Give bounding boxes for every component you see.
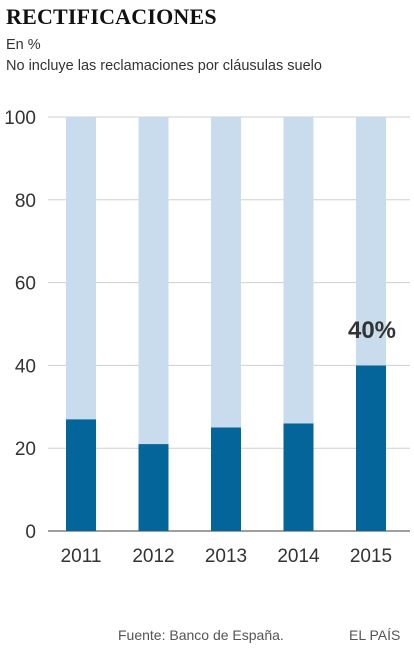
bar-segment-remainder	[138, 117, 169, 445]
y-tick-label: 60	[15, 274, 36, 295]
bar-segment-remainder	[211, 117, 241, 428]
chart-subtitle-units: En %	[6, 37, 41, 53]
y-tick-label: 40	[15, 356, 36, 377]
y-tick-label: 80	[15, 191, 36, 212]
y-tick-label: 0	[25, 522, 36, 543]
x-tick-label: 2015	[350, 546, 392, 567]
source-note: Fuente: Banco de España.	[118, 627, 284, 643]
bar-segment-value	[356, 365, 386, 531]
x-tick-label: 2011	[61, 546, 102, 567]
bar-segment-remainder	[283, 117, 314, 424]
data-label: 40%	[348, 317, 396, 344]
chart-title: RECTIFICACIONES	[6, 4, 217, 29]
bar-segment-value	[138, 444, 169, 531]
y-tick-label: 20	[15, 439, 36, 460]
x-tick-label: 2014	[277, 546, 320, 567]
stacked-bar-chart: 0 20 40 60 80 100 2011 2012 2013 2014 2015 40%	[4, 108, 410, 567]
x-tick-label: 2013	[205, 546, 247, 567]
bar-segment-remainder	[66, 117, 96, 420]
x-tick-label: 2012	[132, 546, 174, 567]
brand-label: EL PAÍS	[349, 627, 401, 643]
bar-segment-value	[211, 427, 241, 531]
y-tick-label: 100	[4, 108, 36, 129]
bar-segment-value	[66, 419, 96, 531]
bar-segment-value	[283, 423, 314, 531]
chart-subtitle-note: No incluye las reclamaciones por cláusul…	[6, 58, 322, 74]
bar-segment-remainder	[356, 117, 386, 366]
